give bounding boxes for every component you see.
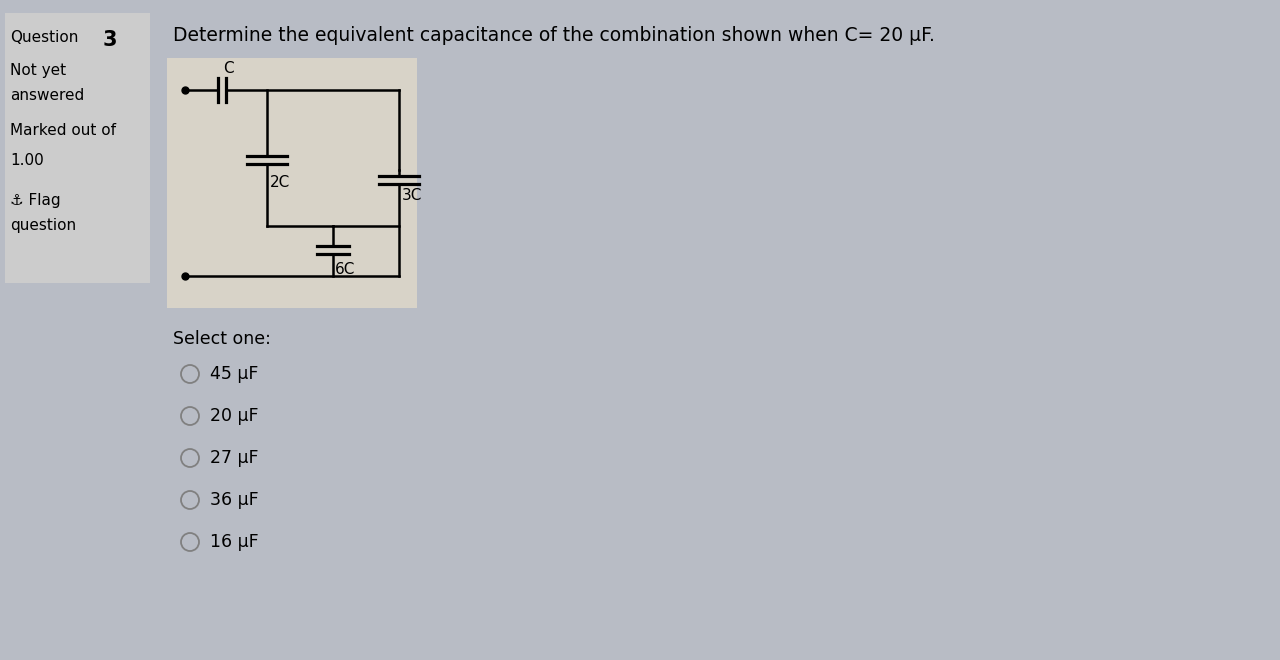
FancyBboxPatch shape — [5, 13, 150, 283]
FancyBboxPatch shape — [166, 58, 417, 308]
Text: Select one:: Select one: — [173, 330, 271, 348]
Text: answered: answered — [10, 88, 84, 103]
Text: 16 μF: 16 μF — [210, 533, 259, 551]
Text: 27 μF: 27 μF — [210, 449, 259, 467]
Text: 1.00: 1.00 — [10, 153, 44, 168]
Text: 45 μF: 45 μF — [210, 365, 259, 383]
Text: Not yet: Not yet — [10, 63, 67, 78]
Text: ⚓ Flag: ⚓ Flag — [10, 193, 60, 208]
Text: question: question — [10, 218, 76, 233]
Text: Question: Question — [10, 30, 78, 45]
Text: Marked out of: Marked out of — [10, 123, 116, 138]
Text: 6C: 6C — [335, 262, 356, 277]
Text: 3C: 3C — [402, 188, 422, 203]
Text: Determine the equivalent capacitance of the combination shown when C= 20 μF.: Determine the equivalent capacitance of … — [173, 26, 934, 45]
Text: C: C — [223, 61, 234, 76]
Text: 20 μF: 20 μF — [210, 407, 259, 425]
Text: 3: 3 — [102, 30, 118, 50]
Text: 36 μF: 36 μF — [210, 491, 259, 509]
Text: 2C: 2C — [270, 175, 291, 190]
